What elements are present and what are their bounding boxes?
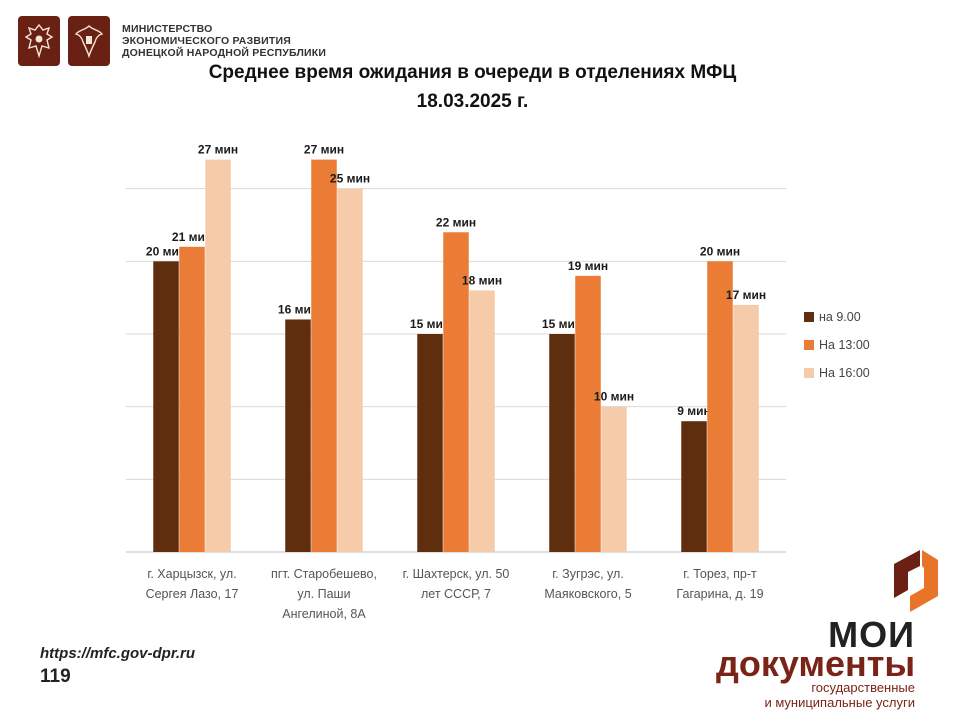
title-line-1: Среднее время ожидания в очереди в отдел…	[208, 62, 737, 83]
data-label: 22 мин	[436, 215, 476, 229]
legend-swatch	[804, 368, 814, 378]
legend-label: на 9.00	[819, 310, 861, 324]
page-number: 119	[40, 666, 71, 687]
eagle-emblem-icon	[68, 16, 110, 66]
ministry-line-2: ЭКОНОМИЧЕСКОГО РАЗВИТИЯ	[122, 35, 292, 47]
category-label-line: ул. Паши	[297, 587, 350, 601]
data-label: 10 мин	[594, 390, 634, 404]
data-label: 19 мин	[568, 259, 608, 273]
category-label-line: пгт. Старобешево,	[271, 567, 377, 581]
data-label: 21 мин	[172, 230, 212, 244]
data-label: 9 мин	[677, 404, 711, 418]
brand-line-2: документы	[716, 643, 916, 684]
category-label-line: г. Торез, пр-т	[683, 567, 757, 581]
brand-line-1: МОИ	[828, 614, 915, 655]
bar	[417, 334, 443, 552]
brand-block: МОИ документы государственные и муниципа…	[700, 540, 945, 715]
ministry-line-1: МИНИСТЕРСТВО	[122, 23, 213, 35]
data-label: 20 мин	[146, 244, 186, 258]
brand-subtitle-line-2: и муниципальные услуги	[764, 695, 915, 710]
category-label-line: лет СССР, 7	[421, 587, 491, 601]
category-label-line: Ангелиной, 8А	[282, 607, 366, 621]
bar	[469, 290, 495, 552]
category-label-line: г. Зугрэс, ул.	[552, 567, 624, 581]
bar	[681, 421, 707, 552]
data-label: 17 мин	[726, 288, 766, 302]
data-label: 25 мин	[330, 172, 370, 186]
category-label-line: Сергея Лазо, 17	[146, 587, 239, 601]
brand-subtitle: государственные и муниципальные услуги	[764, 680, 915, 710]
page-title: Среднее время ожидания в очереди в отдел…	[0, 58, 945, 116]
bar	[337, 188, 363, 552]
data-label: 15 мин	[542, 317, 582, 331]
bar	[601, 406, 627, 552]
data-label: 16 мин	[278, 302, 318, 316]
header: МИНИСТЕРСТВО ЭКОНОМИЧЕСКОГО РАЗВИТИЯ ДОН…	[18, 14, 326, 68]
bar	[205, 159, 231, 552]
bar	[575, 275, 601, 552]
brand-subtitle-line-1: государственные	[811, 680, 915, 695]
title-line-2: 18.03.2025 г.	[416, 91, 529, 112]
moi-dokumenty-logo-icon	[894, 550, 938, 612]
legend-label: На 16:00	[819, 366, 870, 380]
category-label: г. Зугрэс, ул. Маяковского, 5	[544, 567, 631, 601]
bar	[285, 319, 311, 552]
category-label-line: Маяковского, 5	[544, 587, 631, 601]
category-label-line: г. Шахтерск, ул. 50	[403, 567, 510, 581]
bar	[179, 246, 205, 553]
category-label-line: г. Харцызск, ул.	[147, 567, 236, 581]
ministry-line-3: ДОНЕЦКОЙ НАРОДНОЙ РЕСПУБЛИКИ	[122, 47, 327, 59]
data-label: 27 мин	[304, 143, 344, 157]
data-label: 18 мин	[462, 273, 502, 287]
data-label: 27 мин	[198, 143, 238, 157]
category-label: пгт. Старобешево, ул. Паши Ангелиной, 8А	[271, 567, 377, 621]
legend-swatch	[804, 340, 814, 350]
bar	[549, 334, 575, 552]
ministry-name: МИНИСТЕРСТВО ЭКОНОМИЧЕСКОГО РАЗВИТИЯ ДОН…	[122, 23, 326, 59]
bar	[733, 304, 759, 552]
data-label: 15 мин	[410, 317, 450, 331]
coat-of-arms-icon	[18, 16, 60, 66]
bar	[707, 261, 733, 552]
bar	[443, 232, 469, 552]
category-label-line: Гагарина, д. 19	[676, 587, 763, 601]
data-label: 20 мин	[700, 244, 740, 258]
category-label: г. Шахтерск, ул. 50 лет СССР, 7	[403, 567, 510, 601]
category-label: г. Торез, пр-т Гагарина, д. 19	[676, 567, 763, 601]
bar	[153, 261, 179, 552]
legend-label: На 13:00	[819, 338, 870, 352]
category-label: г. Харцызск, ул. Сергея Лазо, 17	[146, 567, 239, 601]
website-url[interactable]: https://mfc.gov-dpr.ru	[40, 645, 195, 662]
legend-swatch	[804, 312, 814, 322]
bar	[311, 159, 337, 552]
